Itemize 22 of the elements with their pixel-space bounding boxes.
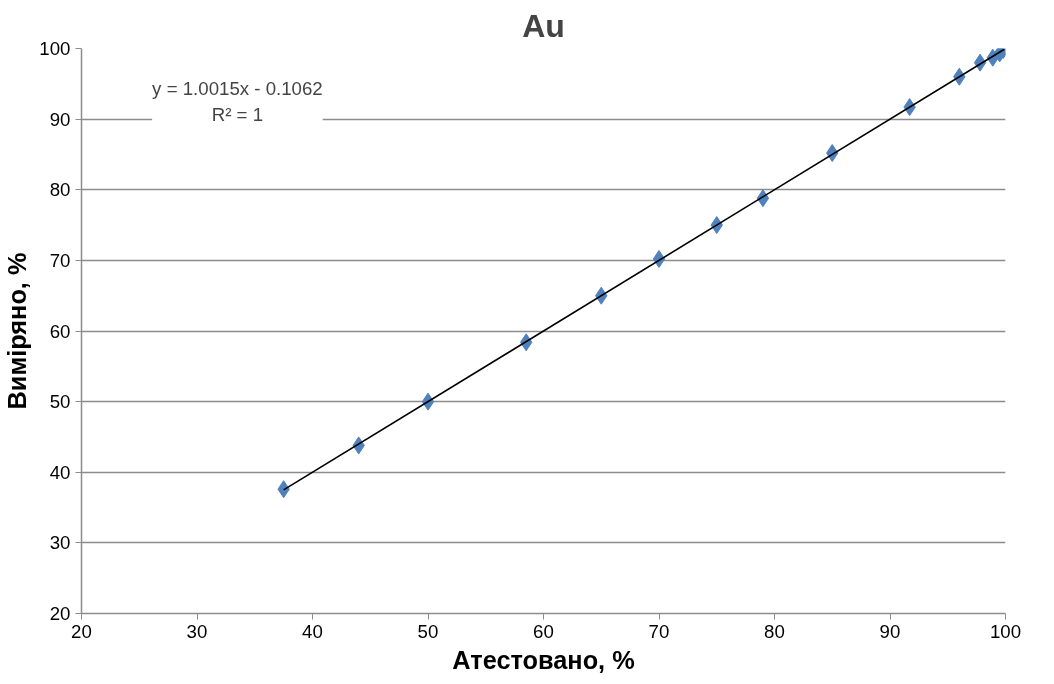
x-axis-title: Атестовано, % xyxy=(452,645,635,674)
x-tick-label: 70 xyxy=(648,620,670,642)
x-tick-label: 20 xyxy=(71,620,92,642)
annotation: y = 1.0015x - 0.1062 R² = 1 xyxy=(152,78,323,125)
x-tick-label: 60 xyxy=(533,620,554,642)
y-tick-label: 70 xyxy=(49,249,71,271)
x-tick-label: 40 xyxy=(302,620,323,642)
x-tick-label: 90 xyxy=(879,620,901,642)
y-tick-label: 20 xyxy=(49,603,71,624)
y-tick-label: 40 xyxy=(49,461,71,483)
y-axis-title: Виміряно, % xyxy=(3,252,32,410)
y-tick-label: 90 xyxy=(49,108,71,130)
y-tick-label: 50 xyxy=(49,391,71,413)
x-tick-label: 80 xyxy=(764,620,785,642)
x-tick-label: 100 xyxy=(989,620,1022,642)
y-tick-label: 80 xyxy=(49,179,71,201)
chart-title: Au xyxy=(522,7,565,44)
x-tick-label: 50 xyxy=(417,620,439,642)
y-tick-label: 60 xyxy=(49,320,71,342)
x-tick-label: 30 xyxy=(186,620,208,642)
y-tick-label: 100 xyxy=(39,38,71,59)
y-tick-label: 30 xyxy=(49,532,71,554)
